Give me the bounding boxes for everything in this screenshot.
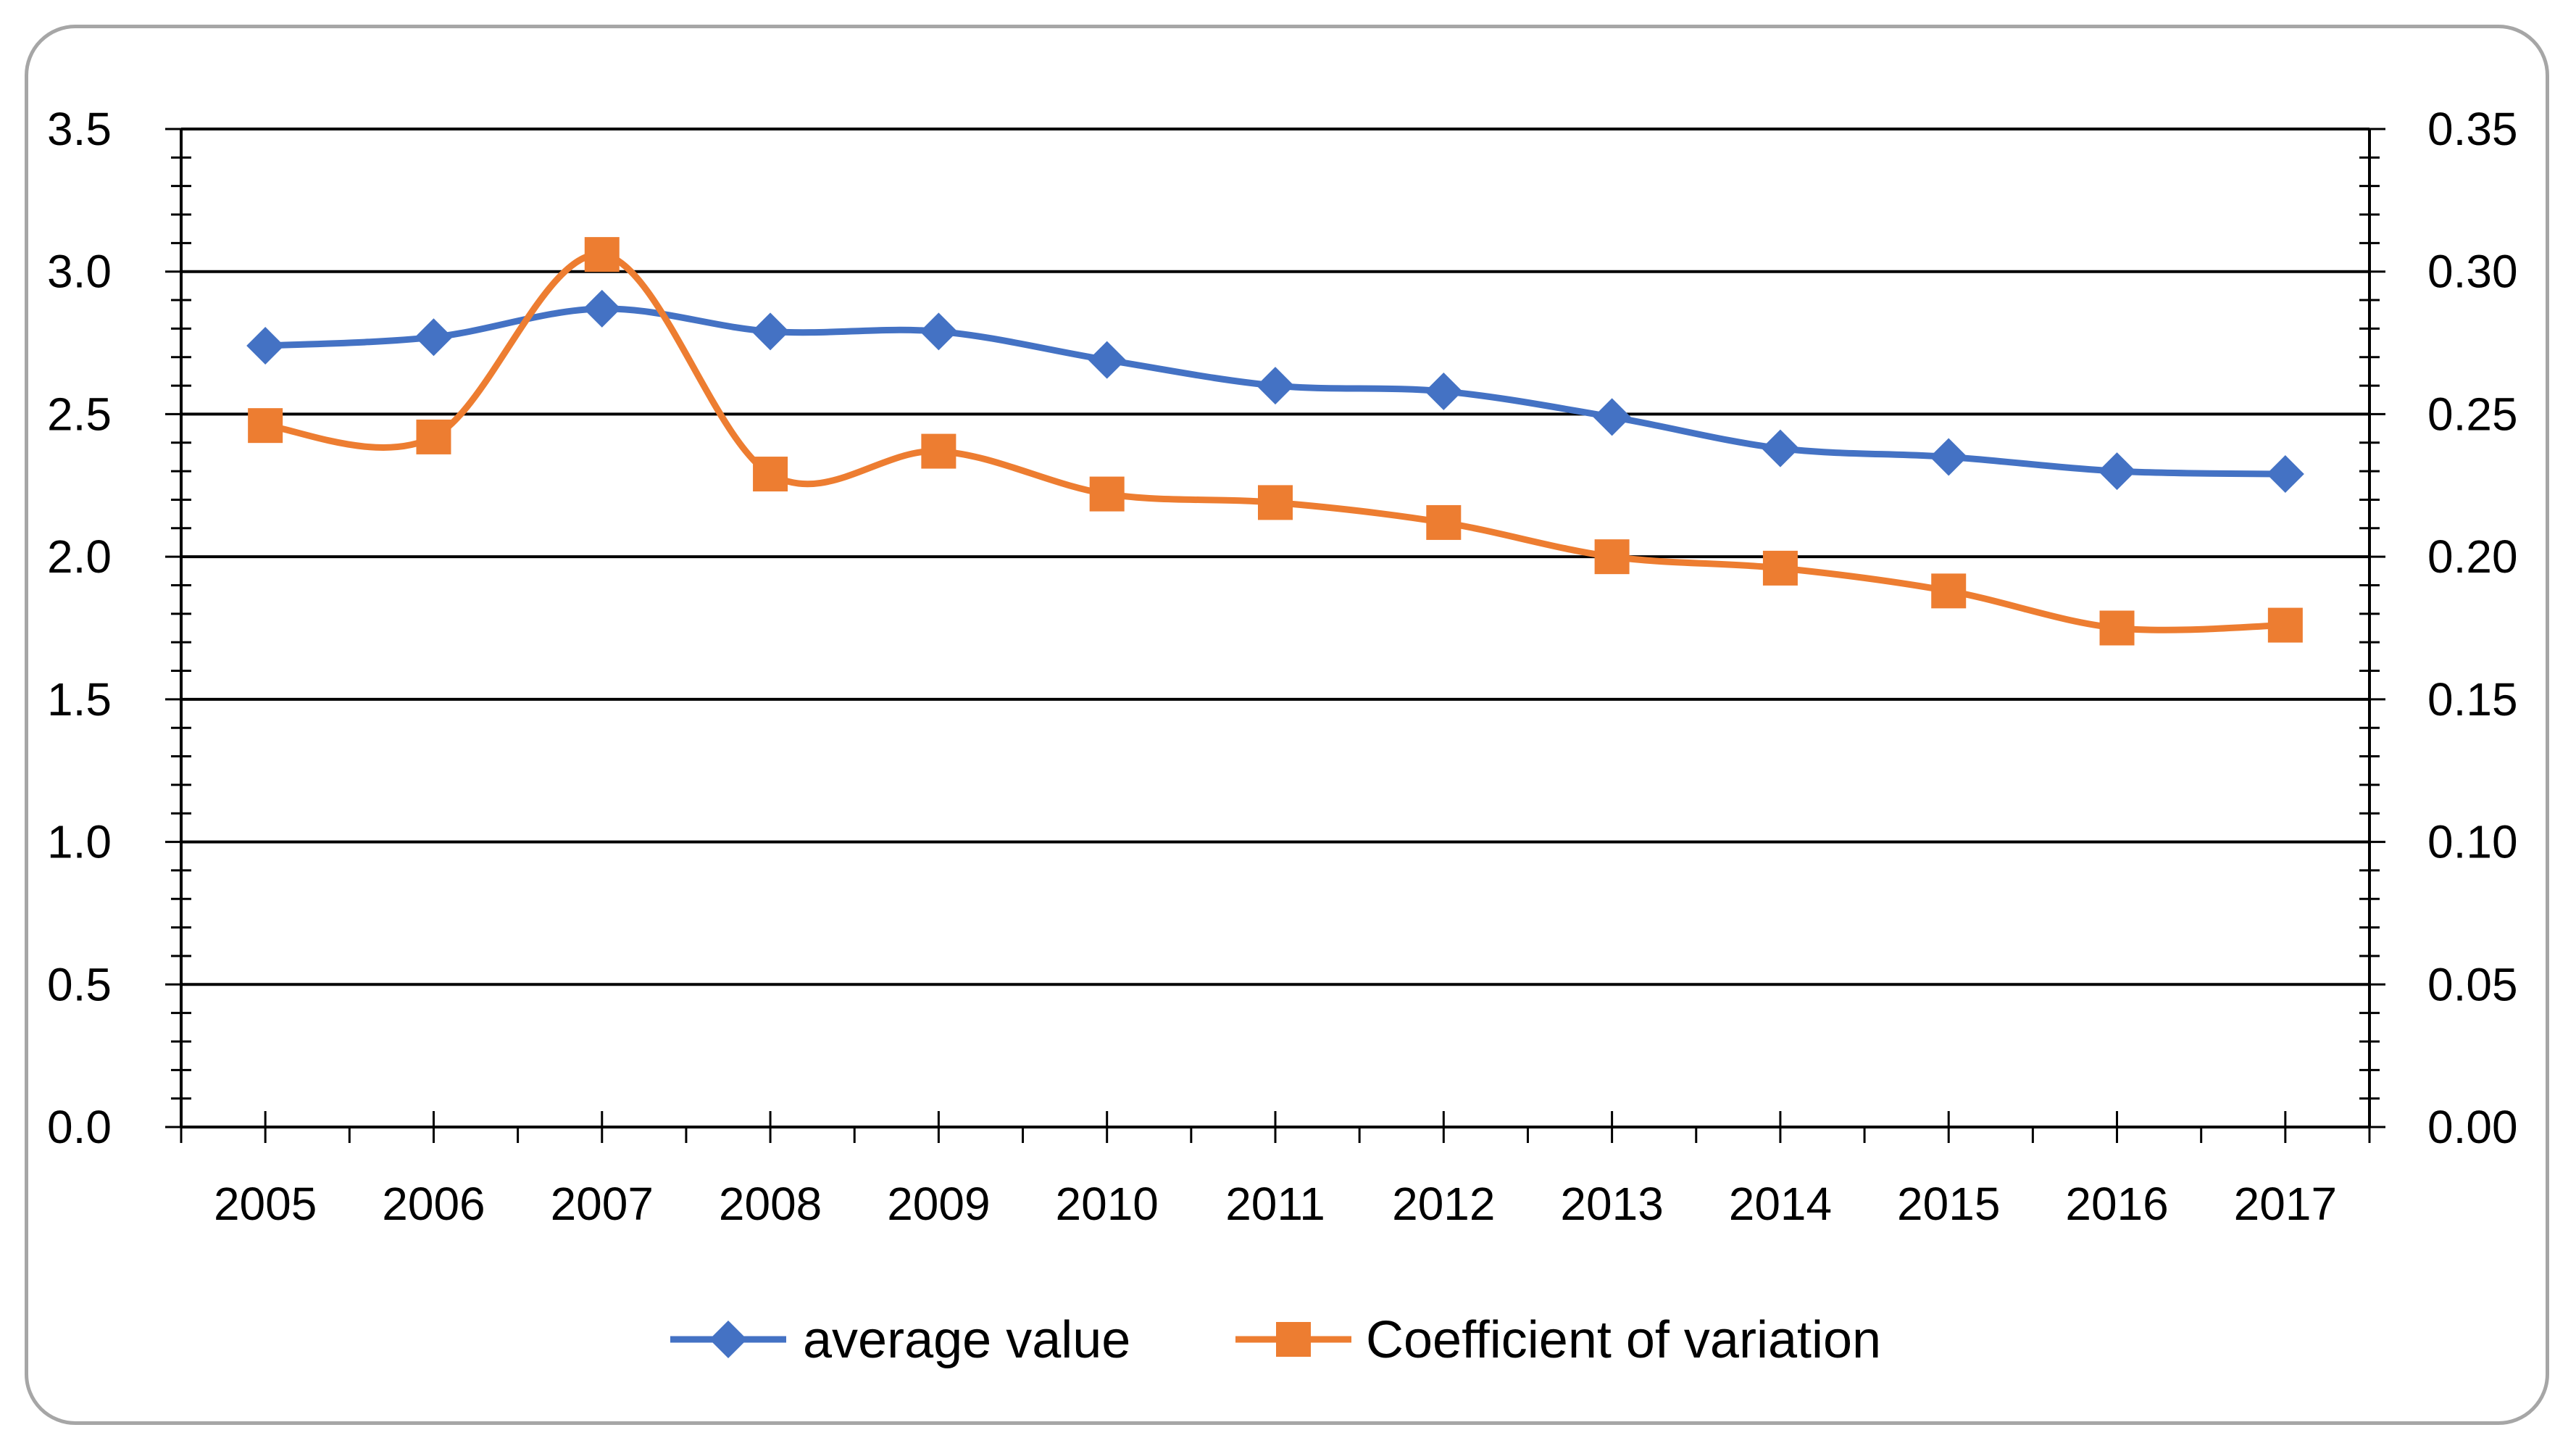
data-point-coefficient-of-variation	[1594, 539, 1630, 575]
gridlines	[181, 128, 2369, 986]
chart-frame	[25, 25, 2549, 1425]
data-point-coefficient-of-variation	[1258, 485, 1293, 520]
y-tick-label: 2.0	[47, 531, 112, 583]
legend-marker-coefficient-of-variation	[1276, 1322, 1311, 1357]
series-layer	[246, 237, 2304, 646]
data-point-coefficient-of-variation	[1426, 504, 1462, 540]
y2-tick-label: 0.05	[2427, 958, 2518, 1010]
x-tick-label: 2017	[2234, 1178, 2337, 1230]
data-point-average-value	[414, 318, 453, 357]
x-tick-label: 2008	[719, 1178, 822, 1230]
y2-tick-label: 0.10	[2427, 816, 2518, 868]
data-point-coefficient-of-variation	[1931, 573, 1967, 609]
x-tick-label: 2010	[1056, 1178, 1159, 1230]
x-tick-label: 2005	[214, 1178, 317, 1230]
legend-label-average-value: average value	[803, 1311, 1130, 1369]
data-point-average-value	[246, 327, 285, 365]
data-point-average-value	[1930, 438, 1968, 476]
data-point-coefficient-of-variation	[584, 237, 620, 273]
x-tick-label: 2012	[1392, 1178, 1495, 1230]
y-tick-label: 3.5	[47, 103, 112, 155]
data-point-average-value	[583, 289, 621, 328]
x-tick-label: 2014	[1729, 1178, 1832, 1230]
y-tick-label: 3.0	[47, 246, 112, 298]
y2-tick-label: 0.20	[2427, 531, 2518, 583]
data-point-average-value	[920, 312, 958, 351]
x-tick-label: 2013	[1560, 1178, 1663, 1230]
legend: average value Coefficient of variation	[670, 1311, 1881, 1369]
legend-label-coefficient-of-variation: Coefficient of variation	[1366, 1311, 1881, 1369]
y2-tick-label: 0.30	[2427, 246, 2518, 298]
y-tick-label: 0.0	[47, 1101, 112, 1153]
data-point-average-value	[1761, 429, 1799, 467]
y-tick-label: 0.5	[47, 958, 112, 1010]
data-point-coefficient-of-variation	[248, 408, 283, 444]
data-point-average-value	[1425, 372, 1463, 410]
x-tick-label: 2016	[2065, 1178, 2168, 1230]
data-point-coefficient-of-variation	[2267, 607, 2303, 643]
data-point-coefficient-of-variation	[921, 433, 956, 469]
y2-tick-label: 0.35	[2427, 103, 2518, 155]
x-tick-label: 2015	[1897, 1178, 2000, 1230]
y-tick-label: 1.0	[47, 816, 112, 868]
data-point-average-value	[751, 312, 790, 351]
legend-marker-average-value	[709, 1321, 747, 1358]
x-tick-label: 2006	[382, 1178, 485, 1230]
data-point-coefficient-of-variation	[416, 419, 451, 454]
y2-tick-label: 0.00	[2427, 1101, 2518, 1153]
y2-tick-label: 0.25	[2427, 388, 2518, 440]
data-point-coefficient-of-variation	[2099, 610, 2135, 646]
data-point-coefficient-of-variation	[1762, 550, 1798, 586]
x-tick-label: 2007	[551, 1178, 654, 1230]
data-point-average-value	[2266, 455, 2304, 494]
axes: 0.0 0.00 0.5 0.05 1.0 0.10 1.5 0.15 2.0 0.20 2.5 0.…	[47, 103, 2518, 1230]
data-point-average-value	[2098, 452, 2136, 491]
data-point-coefficient-of-variation	[1089, 476, 1125, 512]
data-point-average-value	[1256, 367, 1294, 405]
data-point-average-value	[1088, 341, 1126, 379]
y-tick-label: 2.5	[47, 388, 112, 440]
x-tick-label: 2009	[887, 1178, 990, 1230]
y-tick-label: 1.5	[47, 673, 112, 726]
x-tick-label: 2011	[1225, 1178, 1325, 1230]
y2-tick-label: 0.15	[2427, 673, 2518, 726]
data-point-average-value	[1593, 398, 1631, 436]
data-point-coefficient-of-variation	[753, 457, 788, 492]
